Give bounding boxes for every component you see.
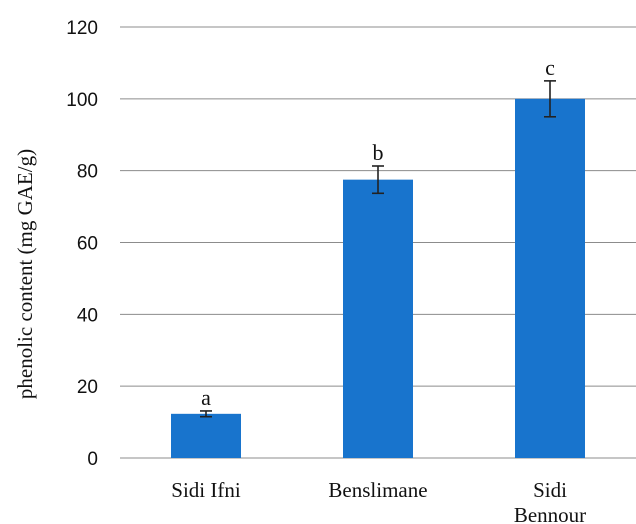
y-tick-label: 80 (77, 162, 98, 183)
significance-label: b (373, 140, 384, 165)
y-tick-label: 40 (77, 305, 98, 326)
x-category-label: Sidi Ifni (171, 478, 241, 502)
error-bar (544, 80, 556, 118)
x-category-label: Benslimane (328, 478, 427, 502)
y-tick-label: 100 (66, 90, 98, 111)
y-axis-label: phenolic content (mg GAE/g) (13, 149, 37, 399)
significance-label: a (201, 385, 211, 410)
y-tick-label: 60 (77, 234, 98, 255)
y-tick-label: 0 (87, 449, 98, 470)
x-category-label: Bennour (514, 503, 586, 524)
bar (171, 413, 241, 458)
x-category-label: Sidi (533, 478, 567, 502)
y-tick-labels: 0 20 40 60 80 100 120 (66, 18, 98, 470)
bar (515, 98, 585, 458)
y-tick-label: 20 (77, 377, 98, 398)
significance-label: c (545, 55, 555, 80)
bars (171, 98, 585, 459)
error-bars (200, 80, 556, 418)
y-tick-label: 120 (66, 18, 98, 39)
bar (343, 179, 413, 459)
significance-labels: a b c (201, 55, 555, 410)
error-bar (200, 410, 212, 418)
error-bar (372, 165, 384, 195)
